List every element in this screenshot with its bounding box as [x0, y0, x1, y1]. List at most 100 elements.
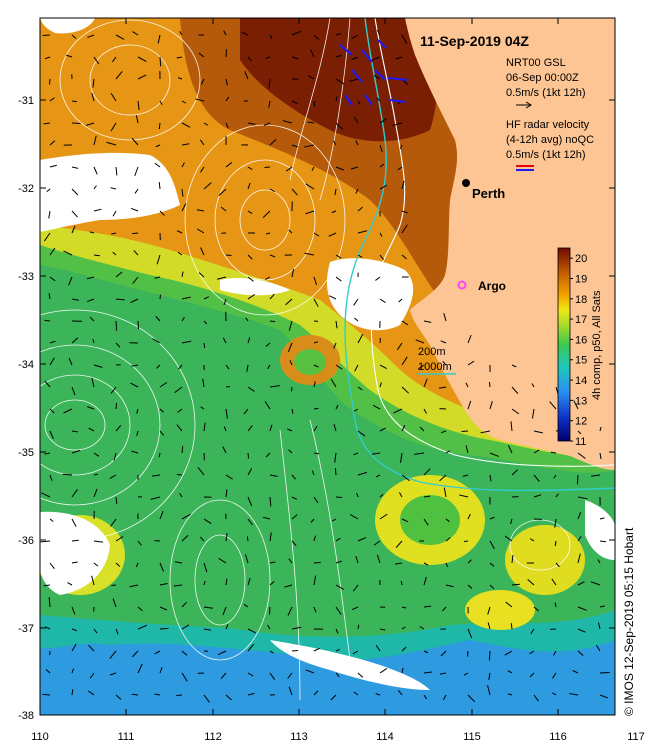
velocity-arrow — [134, 166, 139, 177]
velocity-arrow — [267, 364, 271, 370]
velocity-arrow — [130, 298, 139, 303]
velocity-arrow — [159, 606, 168, 611]
velocity-arrow — [288, 229, 293, 234]
velocity-arrow — [247, 518, 253, 526]
velocity-arrow — [49, 276, 56, 282]
velocity-arrow — [591, 474, 601, 477]
velocity-arrow — [331, 210, 337, 214]
velocity-arrow — [137, 100, 140, 110]
velocity-arrow — [401, 386, 409, 394]
velocity-arrow — [530, 628, 535, 635]
colorbar-tick-label: 14 — [575, 375, 587, 387]
velocity-arrow — [49, 408, 55, 414]
velocity-arrow — [462, 474, 469, 477]
velocity-arrow — [423, 605, 432, 608]
velocity-arrow — [132, 31, 139, 36]
velocity-arrow — [159, 210, 165, 216]
velocity-arrow — [313, 364, 319, 368]
velocity-arrow — [247, 672, 254, 677]
velocity-arrow — [247, 166, 253, 170]
velocity-arrow — [371, 452, 381, 455]
velocity-arrow — [401, 254, 407, 260]
velocity-arrow — [489, 562, 495, 567]
hf-radar-arrows — [339, 39, 409, 106]
velocity-arrow — [200, 247, 205, 256]
velocity-arrow — [71, 489, 78, 498]
velocity-arrow — [401, 210, 408, 214]
velocity-arrow — [71, 430, 79, 433]
velocity-arrow — [181, 446, 184, 454]
velocity-arrow — [445, 584, 454, 588]
velocity-arrow — [130, 382, 139, 388]
velocity-arrow — [195, 98, 205, 102]
velocity-arrow — [348, 78, 359, 82]
velocity-arrow — [110, 122, 117, 132]
velocity-arrow — [86, 298, 95, 303]
velocity-arrow — [176, 424, 183, 432]
velocity-arrow — [203, 628, 211, 631]
velocity-arrow — [375, 644, 381, 652]
velocity-arrow — [529, 650, 535, 655]
velocity-arrow — [335, 122, 344, 130]
velocity-arrow — [137, 540, 142, 546]
lon-label: 113 — [290, 731, 308, 743]
velocity-arrow — [49, 357, 55, 366]
velocity-arrow — [329, 295, 337, 300]
velocity-arrow — [488, 382, 491, 388]
perth-label: Perth — [472, 186, 505, 201]
velocity-arrow — [371, 56, 381, 61]
velocity-arrow — [247, 496, 253, 507]
velocity-arrow — [353, 116, 359, 124]
velocity-arrow — [400, 580, 403, 586]
cloud-gap-west — [40, 152, 180, 232]
velocity-arrow — [87, 406, 95, 410]
velocity-arrow — [115, 694, 122, 700]
velocity-arrow — [353, 452, 359, 456]
velocity-arrow — [46, 188, 51, 193]
velocity-arrow — [110, 386, 117, 394]
velocity-arrow — [439, 474, 447, 482]
velocity-arrow — [291, 30, 302, 36]
velocity-arrow — [112, 251, 117, 256]
velocity-arrow — [202, 378, 205, 388]
velocity-arrow — [155, 315, 161, 322]
velocity-arrow — [510, 421, 513, 432]
velocity-arrow — [158, 452, 161, 458]
gsl-legend-line3: 0.5m/s (1kt 12h) — [506, 87, 585, 99]
velocity-arrow — [467, 694, 476, 703]
velocity-arrow — [333, 342, 337, 349]
velocity-arrow — [423, 378, 428, 388]
velocity-arrow — [225, 78, 228, 86]
velocity-arrow — [68, 357, 73, 366]
velocity-arrow — [423, 495, 431, 498]
velocity-arrow — [152, 474, 161, 477]
velocity-arrow — [223, 426, 227, 432]
velocity-arrow — [577, 581, 585, 586]
velocity-arrow — [137, 56, 147, 63]
velocity-arrow — [529, 538, 535, 542]
velocity-arrow — [243, 603, 249, 608]
velocity-arrow — [304, 252, 315, 256]
velocity-arrow — [439, 672, 447, 675]
velocity-arrow — [357, 334, 364, 344]
velocity-arrow — [357, 624, 360, 630]
velocity-arrow — [398, 492, 403, 498]
velocity-arrow — [93, 364, 103, 368]
velocity-arrow — [225, 489, 228, 498]
velocity-arrow — [49, 474, 53, 481]
velocity-arrow — [181, 162, 185, 168]
velocity-arrow — [423, 694, 428, 700]
velocity-arrow — [356, 492, 359, 498]
velocity-arrow — [353, 691, 359, 696]
velocity-arrow — [71, 188, 79, 196]
velocity-arrow — [549, 401, 557, 410]
velocity-arrow — [247, 56, 252, 62]
velocity-arrow — [445, 518, 450, 523]
velocity-arrow — [176, 56, 183, 59]
velocity-arrow — [313, 535, 317, 542]
velocity-arrow — [263, 122, 271, 126]
velocity-arrow — [137, 606, 143, 612]
colorbar-tick-label: 13 — [575, 395, 587, 407]
colorbar-tick-label: 12 — [575, 416, 587, 428]
velocity-arrow — [111, 232, 117, 235]
